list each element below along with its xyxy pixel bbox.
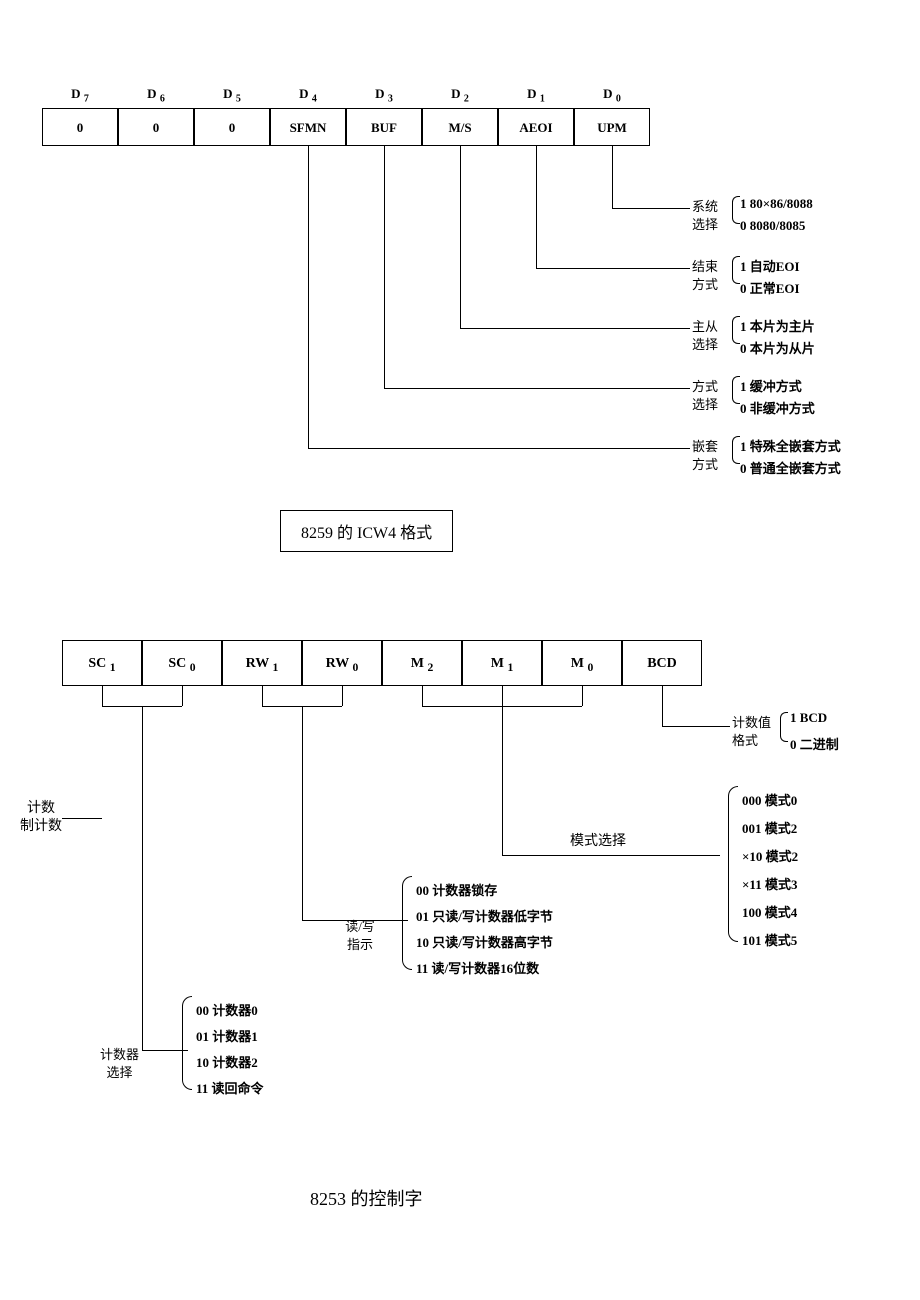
option-line: 1 本片为主片 [740, 316, 815, 335]
option-line: 0 正常EOI [740, 278, 800, 297]
bit-cell: SFMN [270, 108, 346, 146]
brace [732, 376, 740, 404]
connector-line [536, 146, 537, 268]
brace [780, 712, 788, 742]
connector-line [342, 686, 343, 706]
option-line: 000 模式0 [742, 790, 797, 809]
connector-line [262, 686, 263, 706]
sc-label: 计数器选择 [100, 1046, 139, 1082]
connector-line [460, 146, 461, 328]
connector-line [612, 208, 690, 209]
connector-line [384, 388, 690, 389]
option-line: ×10 模式2 [742, 846, 798, 865]
connector-line [422, 686, 423, 706]
bit-header: D 4 [270, 86, 346, 105]
option-line: 0 普通全嵌套方式 [740, 458, 841, 477]
connector-line [308, 146, 309, 448]
bit-header: D 6 [118, 86, 194, 105]
connector-line [62, 818, 102, 819]
option-line: 001 模式2 [742, 818, 797, 837]
option-line: 1 自动EOI [740, 256, 800, 275]
option-line: 00 计数器0 [196, 1000, 258, 1019]
option-line: ×11 模式3 [742, 874, 797, 893]
bit-cell: 0 [42, 108, 118, 146]
connector-line [662, 726, 730, 727]
bit-cell: BUF [346, 108, 422, 146]
brace [728, 786, 738, 942]
option-line: 01 只读/写计数器低字节 [416, 906, 553, 925]
connector-line [662, 686, 663, 726]
connector-line [502, 706, 503, 855]
connector-line [302, 706, 303, 920]
option-line: 10 只读/写计数器高字节 [416, 932, 553, 951]
connector-line [502, 855, 720, 856]
diagram-caption: 8259 的 ICW4 格式 [280, 510, 453, 552]
option-line: 11 读回命令 [196, 1078, 264, 1097]
option-line: 1 特殊全嵌套方式 [740, 436, 841, 455]
bit-cell: M 2 [382, 640, 462, 686]
brace [182, 996, 192, 1090]
brace [402, 876, 412, 970]
bit-cell: SC 1 [62, 640, 142, 686]
bit-cell: M 1 [462, 640, 542, 686]
connector-line [182, 686, 183, 706]
connector-line [460, 328, 690, 329]
bcd-label: 计数值格式 [732, 714, 771, 750]
side-label: 计数制计数 [20, 800, 62, 836]
bit-cell: RW 1 [222, 640, 302, 686]
connector-line [612, 146, 613, 208]
mode-label: 模式选择 [570, 833, 626, 851]
option-line: 01 计数器1 [196, 1026, 258, 1045]
bit-cell: AEOI [498, 108, 574, 146]
option-line: 100 模式4 [742, 902, 797, 921]
connector-line [102, 686, 103, 706]
bit-cell: 0 [194, 108, 270, 146]
bit-header: D 1 [498, 86, 574, 105]
connector-line [308, 448, 690, 449]
bit-header: D 0 [574, 86, 650, 105]
bit-group-label: 主从选择 [692, 318, 718, 354]
option-line: 0 本片为从片 [740, 338, 815, 357]
option-line: 0 8080/8085 [740, 218, 805, 234]
connector-line [384, 146, 385, 388]
bit-cell: M 0 [542, 640, 622, 686]
diagram-caption: 8253 的控制字 [310, 1185, 423, 1211]
connector-line [582, 686, 583, 706]
bit-header: D 5 [194, 86, 270, 105]
option-line: 11 读/写计数器16位数 [416, 958, 539, 977]
bit-cell: RW 0 [302, 640, 382, 686]
bit-header: D 2 [422, 86, 498, 105]
bit-cell: UPM [574, 108, 650, 146]
bit-group-label: 方式选择 [692, 378, 718, 414]
option-line: 101 模式5 [742, 930, 797, 949]
bit-cell: 0 [118, 108, 194, 146]
brace [732, 196, 740, 224]
bit-group-label: 系统选择 [692, 198, 718, 234]
brace [732, 436, 740, 464]
option-line: 0 二进制 [790, 734, 839, 753]
option-line: 0 非缓冲方式 [740, 398, 815, 417]
brace [732, 316, 740, 344]
bit-group-label: 结束方式 [692, 258, 718, 294]
connector-line [536, 268, 690, 269]
connector-line [502, 686, 503, 706]
option-line: 00 计数器锁存 [416, 880, 497, 899]
bit-header: D 3 [346, 86, 422, 105]
bit-cell: SC 0 [142, 640, 222, 686]
bit-header: D 7 [42, 86, 118, 105]
option-line: 1 BCD [790, 710, 827, 726]
connector-line [142, 706, 143, 1050]
option-line: 1 80×86/8088 [740, 196, 813, 212]
option-line: 10 计数器2 [196, 1052, 258, 1071]
bit-cell: M/S [422, 108, 498, 146]
bit-cell: BCD [622, 640, 702, 686]
rw-label: 读/写指示 [330, 918, 390, 954]
option-line: 1 缓冲方式 [740, 376, 802, 395]
brace [732, 256, 740, 284]
bit-group-label: 嵌套方式 [692, 438, 718, 474]
